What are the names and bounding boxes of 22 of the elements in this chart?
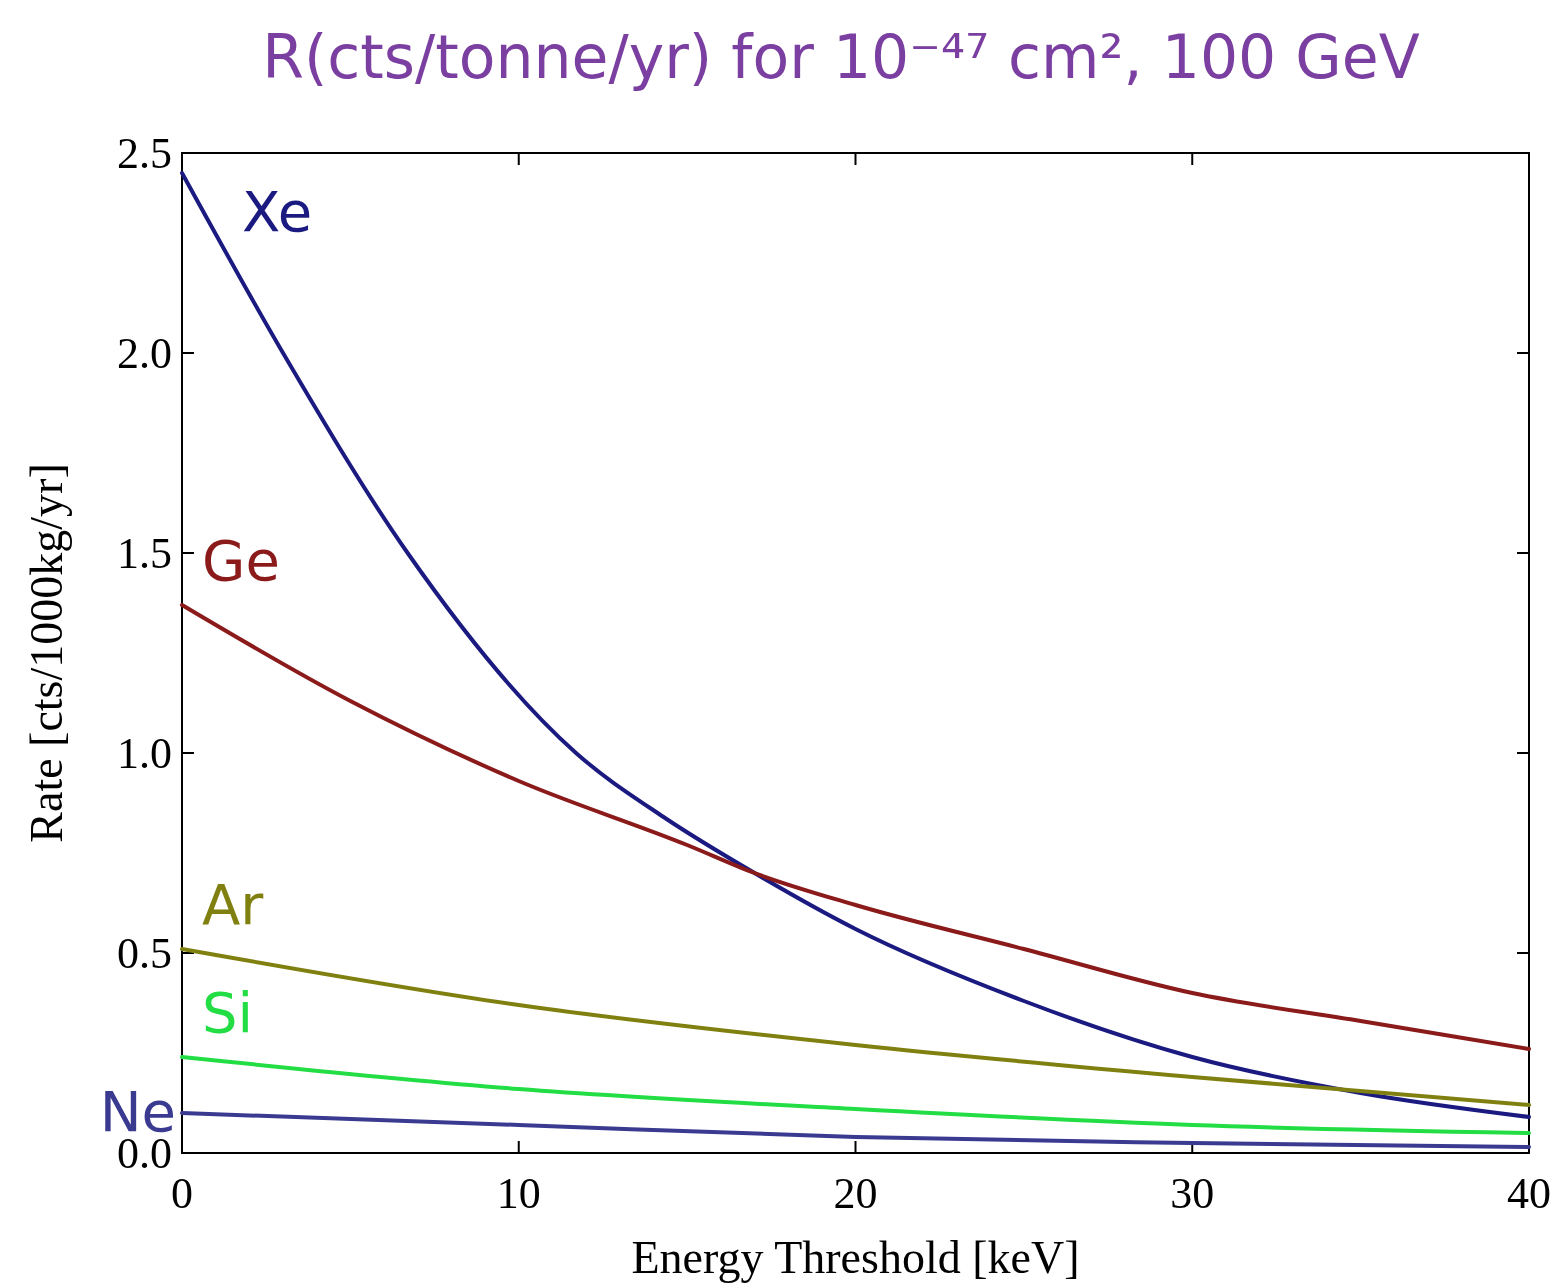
line-series (180, 1055, 1531, 1135)
x-tick-label: 30 (1170, 1169, 1215, 1218)
series-label: Si (202, 980, 254, 1045)
y-tick-label: 0.5 (117, 929, 172, 979)
line-series (180, 603, 1531, 1051)
series-label: Ar (202, 872, 265, 937)
line-series (180, 171, 1531, 1119)
series-label: Ge (202, 528, 280, 593)
x-tick-label: 20 (833, 1169, 878, 1218)
y-tick-label: 2.0 (117, 329, 172, 379)
y-tick-label: 2.5 (117, 129, 172, 179)
y-tick-label: 1.0 (117, 729, 172, 779)
x-axis-title: Energy Threshold [keV] (631, 1232, 1080, 1283)
x-tick-label: 10 (496, 1169, 541, 1218)
x-tick-label: 40 (1507, 1169, 1551, 1218)
x-tick-label: 0 (171, 1169, 193, 1218)
chart-title: R(cts/tonne/yr) for 10⁻⁴⁷ cm², 100 GeV (262, 22, 1420, 92)
y-axis-title: Rate [cts/1000kg/yr] (21, 463, 72, 843)
y-tick-label: 1.5 (117, 529, 172, 579)
line-series (180, 1111, 1531, 1149)
series-label: Xe (242, 179, 313, 244)
line-series (180, 947, 1531, 1107)
